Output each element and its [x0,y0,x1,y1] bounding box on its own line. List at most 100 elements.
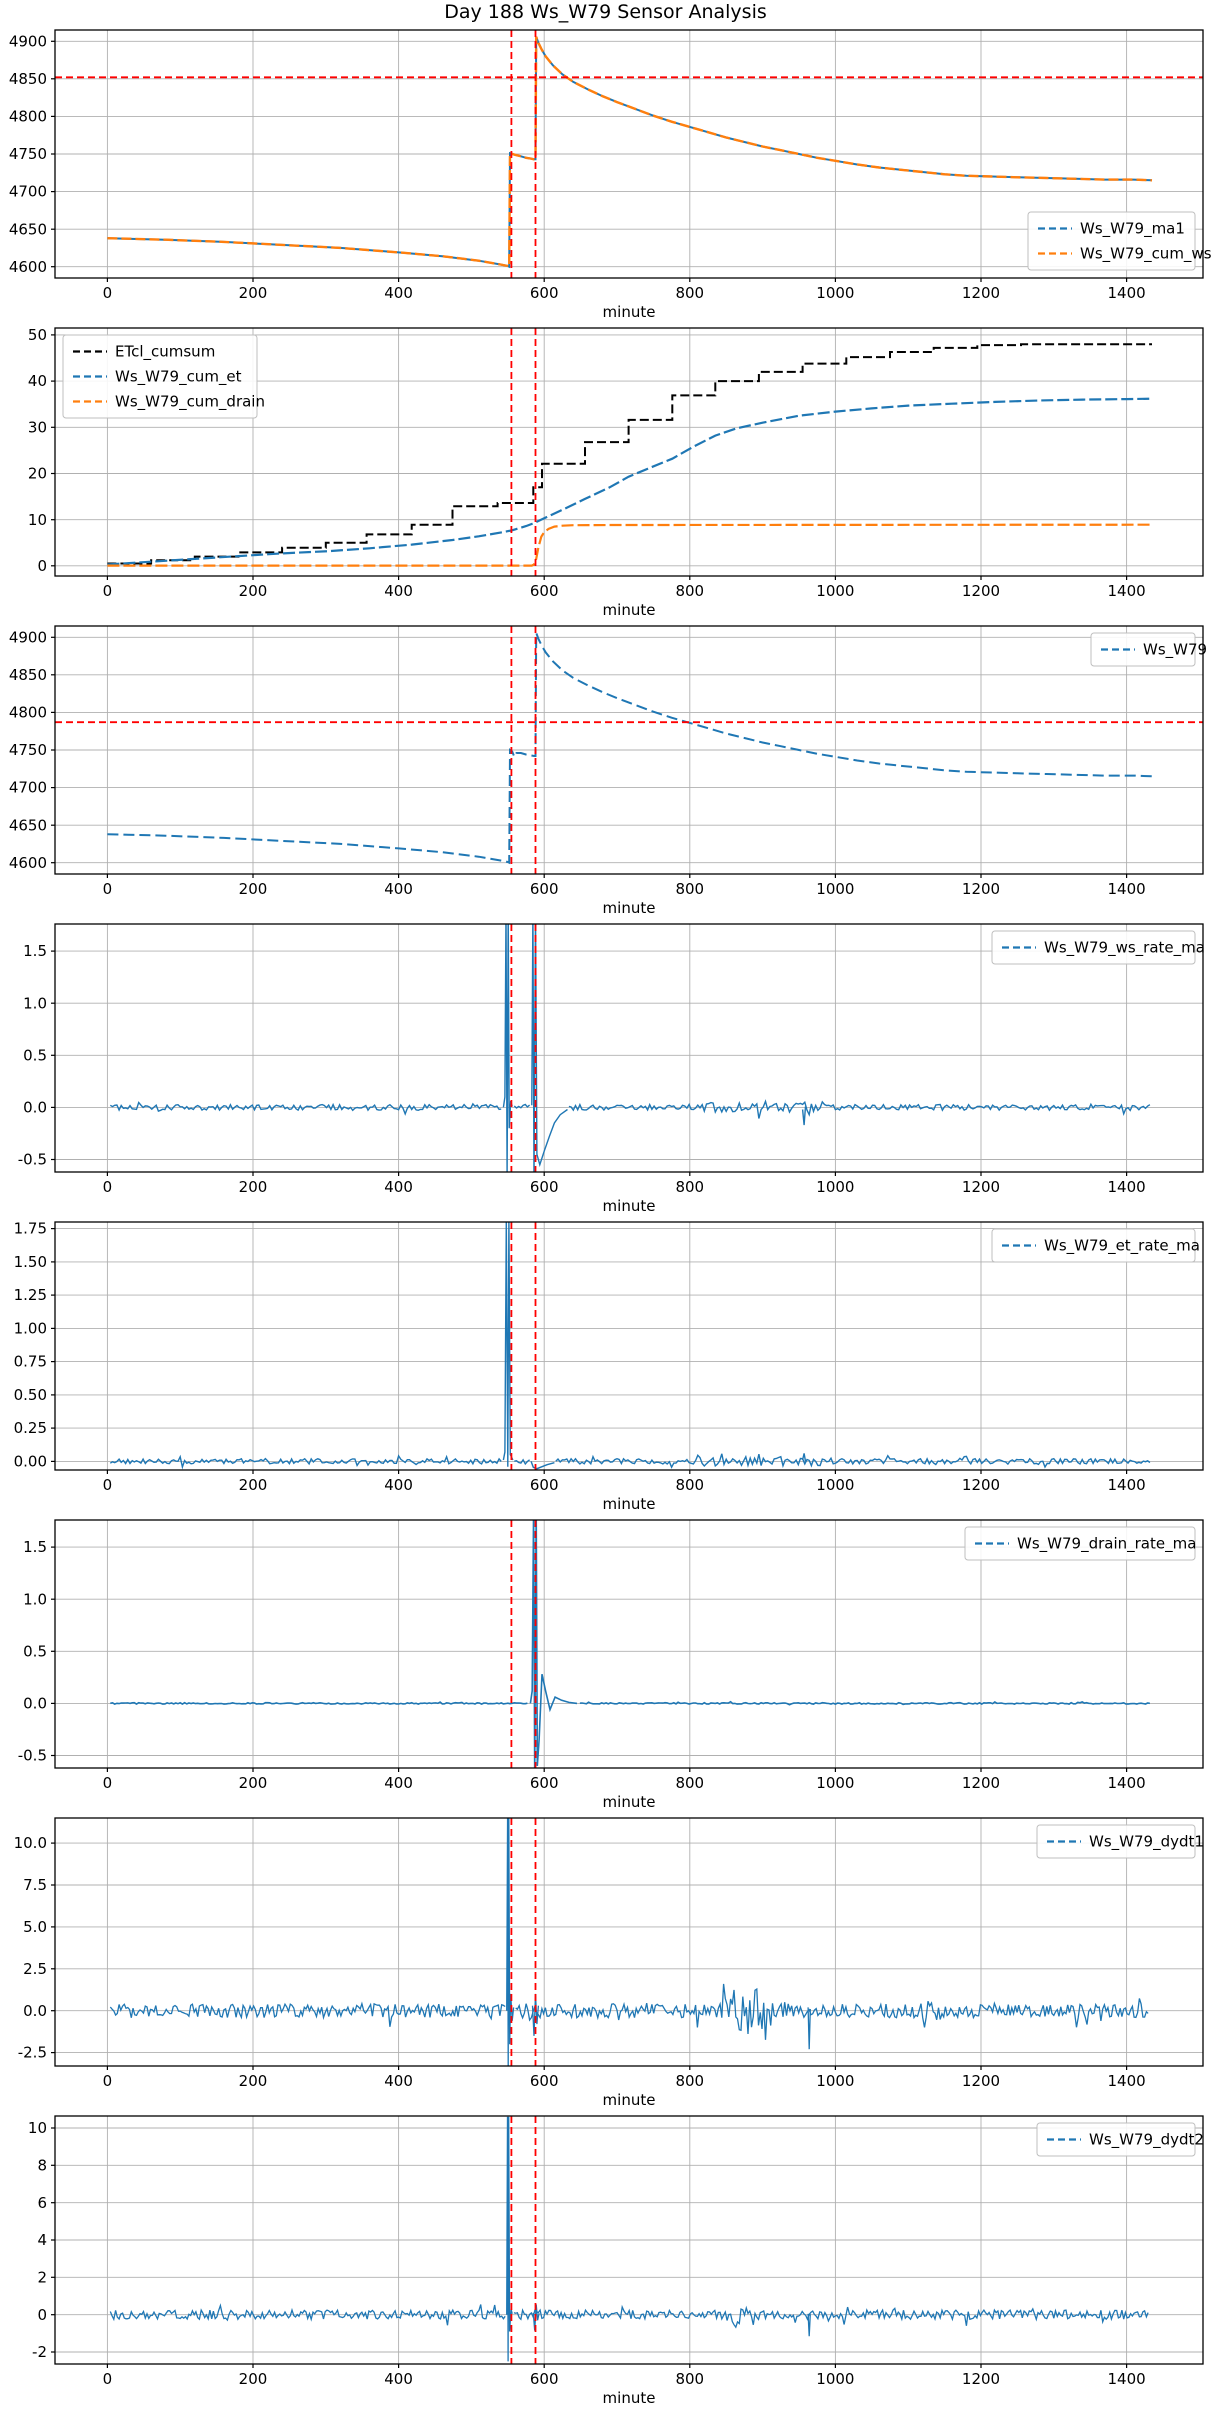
x-tick-label: 1400 [1108,284,1146,302]
x-tick-label: 1200 [962,284,1000,302]
y-tick-label: 0.5 [23,1642,47,1660]
x-tick-label: 0 [103,1476,113,1494]
legend-label: ETcl_cumsum [115,343,215,362]
series-Ws_W79_et_rate_ma [109,1453,1151,1470]
legend-label: Ws_W79_ws_rate_ma [1044,939,1205,958]
x-tick-label: 800 [675,1178,704,1196]
x-axis-label: minute [603,601,656,619]
x-tick-label: 600 [530,284,559,302]
x-tick-label: 1400 [1108,880,1146,898]
y-tick-label: 7.5 [23,1876,47,1894]
series-Ws_W79 [107,632,1153,865]
reference-lines [510,924,537,1172]
axes-spines [54,1221,1204,1471]
x-tick-label: 600 [530,1178,559,1196]
x-tick-label: 1000 [816,1774,854,1792]
x-tick-label: 800 [675,1476,704,1494]
x-axis-label: minute [603,2091,656,2109]
legend-label: Ws_W79_dydt2 [1089,2131,1204,2150]
panel-7-plot: 0 200 400 600 800 1000 1200 1400 -2.5 0.0 2.5 5.0 7.… [14,1817,1204,2109]
y-tick-label: 4700 [9,183,47,201]
y-tick-label: 0.50 [14,1386,47,1404]
y-tick-label: 1.0 [23,994,47,1012]
plot-background [55,924,1203,1172]
y-tick-label: 2 [37,2268,47,2286]
series-Ws_W79_cum_et [107,397,1153,566]
plot-background [55,1818,1203,2066]
x-tick-label: 400 [384,2370,413,2388]
panel-3-plot: 0 200 400 600 800 1000 1200 1400 4600 4650 4700 475… [9,625,1207,917]
legend-box [991,1228,1196,1263]
panel-2-plot: 0 200 400 600 800 1000 1200 1400 0 10 20 30 40 50 minu… [28,326,1204,619]
y-tick-label: 4850 [9,666,47,684]
y-tick-label: 4700 [9,779,47,797]
series-Ws_W79_dydt1 [531,1993,540,2036]
grid-lines [55,328,1203,576]
y-tick-label: 4900 [9,32,47,50]
legend: Ws_W79 [1090,632,1207,667]
x-tick-label: 1200 [962,1178,1000,1196]
grid-lines [55,1818,1203,2066]
legend-label: Ws_W79_drain_rate_ma [1017,1535,1196,1554]
y-tick-label: 4850 [9,70,47,88]
y-tick-label: 0 [37,557,47,575]
x-tick-label: 200 [239,880,268,898]
x-tick-label: 1400 [1108,582,1146,600]
x-tick-label: 1400 [1108,1476,1146,1494]
y-tick-label: 0.0 [23,1695,47,1713]
x-tick-label: 1000 [816,1178,854,1196]
y-tick-label: 10 [28,511,47,529]
legend: Ws_W79_dydt2 [1036,2122,1204,2157]
x-tick-label: 0 [103,284,113,302]
x-tick-label: 1400 [1108,1178,1146,1196]
y-tick-label: 4650 [9,816,47,834]
x-tick-label: 200 [239,1476,268,1494]
x-tick-label: 1200 [962,2072,1000,2090]
legend: Ws_W79_ws_rate_ma [991,930,1205,965]
y-tick-label: 0.25 [14,1419,47,1437]
y-tick-label: 4800 [9,108,47,126]
panels-container: 0 200 400 600 800 1000 1200 1400 4600 4650 4700 475… [0,24,1211,2408]
x-tick-label: 0 [103,2072,113,2090]
series-group [107,632,1153,865]
panel-6-plot: 0 200 400 600 800 1000 1200 1400 -0.5 0.0 0.5 1.0 1.… [18,1519,1204,1811]
y-tick-label: 4900 [9,628,47,646]
legend: Ws_W79_et_rate_ma [991,1228,1200,1263]
x-axis-label: minute [603,1197,656,1215]
chart-panel-8: 0 200 400 600 800 1000 1200 1400 -2 0 2 4 6 8 10 minute… [0,2110,1211,2408]
y-tick-label: -0.5 [18,1747,47,1765]
y-tick-label: 0.0 [23,2002,47,2020]
series-Ws_W79_drain_rate_ma [110,1700,1151,1706]
axes-spines [54,1519,1204,1769]
legend: ETcl_cumsum Ws_W79_cum_et Ws_W79_cum_drain [62,334,265,419]
series-Ws_W79_dydt1 [807,2007,811,2050]
series-Ws_W79_dydt2 [807,2313,811,2337]
y-tick-label: 10.0 [14,1834,47,1852]
x-tick-label: 400 [384,284,413,302]
y-tick-label: 0.5 [23,1046,47,1064]
y-tick-label: 0.0 [23,1099,47,1117]
tick-labels: 0 200 400 600 800 1000 1200 1400 -2.5 0.0 2.5 5.0 7.… [14,1834,1146,2090]
axes-spines [54,327,1204,577]
x-axis-label: minute [603,1495,656,1513]
x-tick-label: 400 [384,1178,413,1196]
axes-spines [54,923,1204,1173]
x-tick-label: 600 [530,1476,559,1494]
x-tick-label: 1000 [816,880,854,898]
grid-lines [55,2116,1203,2364]
legend-box [991,930,1196,965]
x-tick-label: 200 [239,1774,268,1792]
y-tick-label: 0.75 [14,1353,47,1371]
x-tick-label: 1000 [816,582,854,600]
chart-panel-6: 0 200 400 600 800 1000 1200 1400 -0.5 0.0 0.5 1.0 1.… [0,1514,1211,1812]
x-tick-label: 600 [530,2072,559,2090]
legend: Ws_W79_ma1 Ws_W79_cum_ws [1027,211,1211,271]
x-tick-label: 800 [675,880,704,898]
x-tick-label: 1000 [816,1476,854,1494]
x-tick-label: 200 [239,1178,268,1196]
legend-label: Ws_W79 [1143,641,1207,660]
x-tick-label: 0 [103,582,113,600]
y-tick-label: 1.0 [23,1590,47,1608]
y-tick-label: 1.00 [14,1320,47,1338]
x-tick-label: 800 [675,2072,704,2090]
